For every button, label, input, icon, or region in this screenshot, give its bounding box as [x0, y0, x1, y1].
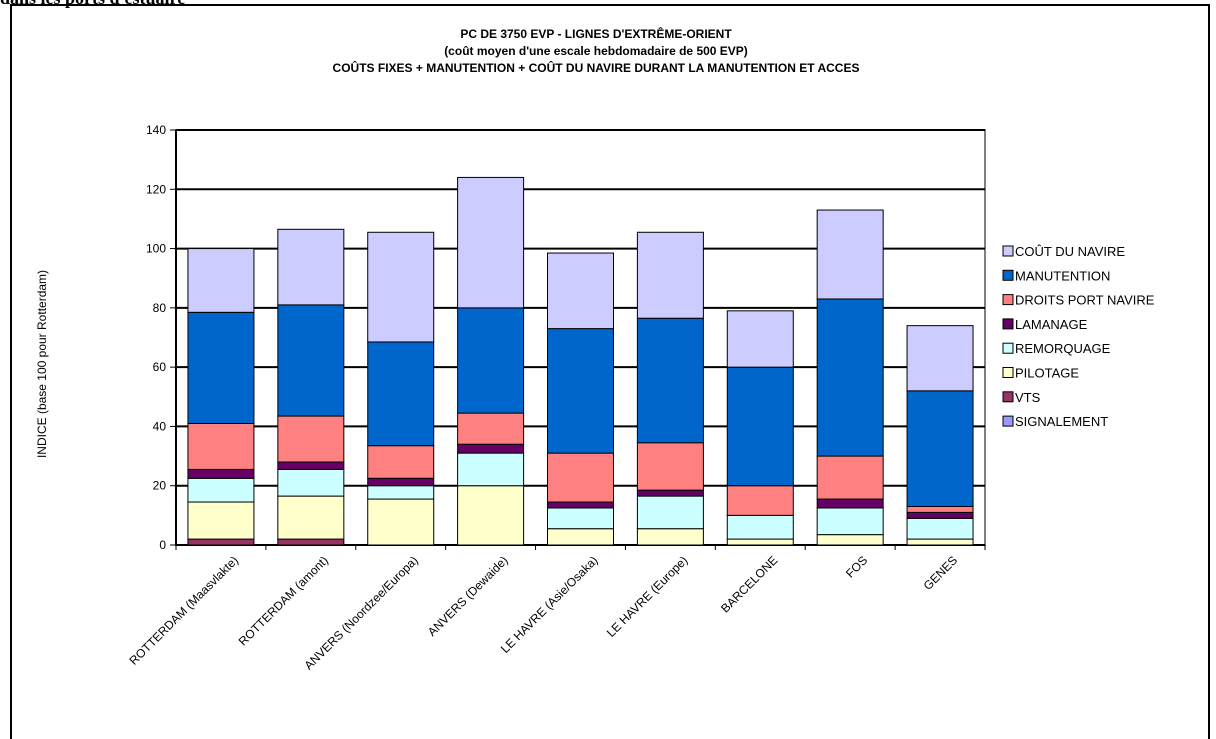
legend-swatch: [1002, 245, 1014, 257]
bar-segment: [277, 228, 345, 306]
y-tick-label: 100: [146, 242, 166, 256]
bar-segment: [816, 455, 884, 500]
bar-segment: [636, 528, 704, 546]
bar-segment: [367, 445, 435, 479]
bar-segment: [547, 328, 614, 454]
chart-title: PC DE 3750 EVP - LIGNES D'EXTRÊME-ORIENT: [460, 26, 732, 41]
chart-frame: [10, 4, 1210, 739]
x-tick-label: BARCELONE: [718, 553, 780, 615]
y-tick-label: 40: [153, 419, 167, 433]
x-tick-label: LE HAVRE (Europe): [604, 553, 691, 640]
legend-swatch: [1002, 342, 1014, 354]
bar-segment: [816, 209, 884, 300]
bar-segment: [547, 452, 614, 503]
bar-segment: [547, 507, 614, 530]
bar-segment: [457, 452, 525, 487]
legend-label: PILOTAGE: [1015, 366, 1079, 381]
bar-segment: [636, 317, 704, 444]
legend-label: COÛT DU NAVIRE: [1015, 244, 1125, 259]
bar-segment: [906, 505, 974, 513]
x-tick-label: FOS: [843, 553, 870, 580]
bar-segment: [187, 477, 255, 503]
chart-subtitle-2: COÛTS FIXES + MANUTENTION + COÛT DU NAVI…: [333, 60, 860, 75]
bar-segment: [367, 498, 435, 546]
bar-segment: [906, 511, 974, 519]
bar-segment: [726, 366, 794, 487]
bar-segment: [457, 485, 525, 546]
bar-segment: [547, 528, 614, 546]
bar-segment: [187, 422, 255, 470]
bar-segment: [187, 538, 255, 546]
bar-segment: [457, 443, 525, 454]
bar-segment: [906, 390, 974, 507]
bar-segment: [906, 538, 974, 546]
bar-segment: [277, 461, 345, 470]
legend-swatch: [1002, 269, 1014, 281]
chart-legend: COÛT DU NAVIRE MANUTENTION DROITS PORT NAV…: [1002, 244, 1155, 429]
bar-segment: [277, 304, 345, 417]
bar-segment: [547, 501, 614, 509]
legend-label: DROITS PORT NAVIRE: [1015, 293, 1155, 308]
bar-segment: [726, 310, 794, 368]
bar-segment: [277, 468, 345, 497]
bar-segment: [187, 311, 255, 424]
x-tick-label: GENES: [921, 553, 961, 593]
bar-segment: [457, 176, 525, 309]
bar-segment: [277, 415, 345, 463]
bar-segment: [816, 498, 884, 509]
bar-segment: [187, 501, 255, 540]
bar-segment: [726, 485, 794, 516]
y-tick-label: 20: [153, 479, 167, 493]
x-tick-label: ANVERS (Dewaide): [425, 553, 511, 639]
bar-segment: [636, 489, 704, 497]
bar-segment: [367, 341, 435, 447]
x-tick-label: ROTTERDAM (amont): [236, 553, 331, 648]
bar-segment: [906, 517, 974, 540]
legend-label: SIGNALEMENT: [1015, 414, 1108, 429]
chart-subtitle: (coût moyen d'une escale hebdomadaire de…: [444, 44, 748, 58]
legend-swatch: [1002, 367, 1014, 378]
legend-label: LAMANAGE: [1015, 317, 1088, 332]
y-tick-label: 60: [153, 360, 167, 374]
legend-label: REMORQUAGE: [1015, 341, 1111, 356]
bar-segment: [816, 298, 884, 457]
bar-segment: [367, 485, 435, 500]
y-tick-label: 0: [159, 538, 166, 552]
bar-segment: [636, 495, 704, 530]
bar-segment: [816, 507, 884, 536]
x-tick-label: ROTTERDAM (Maasvlakte): [127, 553, 242, 668]
x-tick-label: LE HAVRE (Asie/Osaka): [498, 553, 601, 656]
bar-segment: [457, 307, 525, 414]
bar-segment: [277, 538, 345, 546]
y-tick-label: 80: [153, 301, 167, 315]
legend-swatch: [1002, 318, 1014, 330]
bar-segment: [457, 412, 525, 445]
bar-segment: [636, 442, 704, 491]
bar-segment: [726, 538, 794, 546]
y-tick-label: 120: [146, 182, 166, 196]
bar-segment: [187, 248, 255, 313]
bar-segment: [816, 534, 884, 546]
bar-segment: [187, 468, 255, 479]
bar-segment: [906, 325, 974, 392]
legend-label: VTS: [1015, 390, 1041, 405]
legend-label: MANUTENTION: [1015, 268, 1110, 283]
legend-swatch: [1002, 391, 1014, 403]
bar-segment: [547, 252, 614, 330]
y-tick-label: 140: [146, 123, 166, 137]
legend-swatch: [1002, 294, 1014, 306]
bar-segment: [367, 231, 435, 343]
bar-segment: [367, 477, 435, 487]
bar-segment: [726, 514, 794, 540]
bar-segment: [636, 231, 704, 319]
legend-swatch: [1002, 415, 1014, 427]
bar-segment: [277, 495, 345, 540]
y-axis-label: INDICE (base 100 pour Rotterdam): [35, 270, 49, 458]
